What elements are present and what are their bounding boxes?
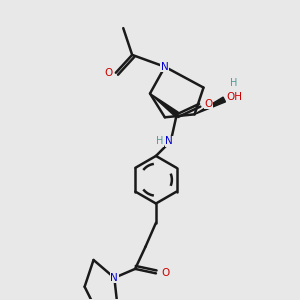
Polygon shape <box>195 97 226 114</box>
Polygon shape <box>150 94 178 116</box>
Text: N: N <box>161 62 169 72</box>
Text: N: N <box>165 136 173 146</box>
Text: OH: OH <box>227 92 243 101</box>
Text: O: O <box>161 268 169 278</box>
Text: H: H <box>156 136 163 146</box>
Text: O: O <box>104 68 112 78</box>
Text: N: N <box>110 273 118 283</box>
Text: H: H <box>230 78 237 88</box>
Text: O: O <box>204 99 213 109</box>
